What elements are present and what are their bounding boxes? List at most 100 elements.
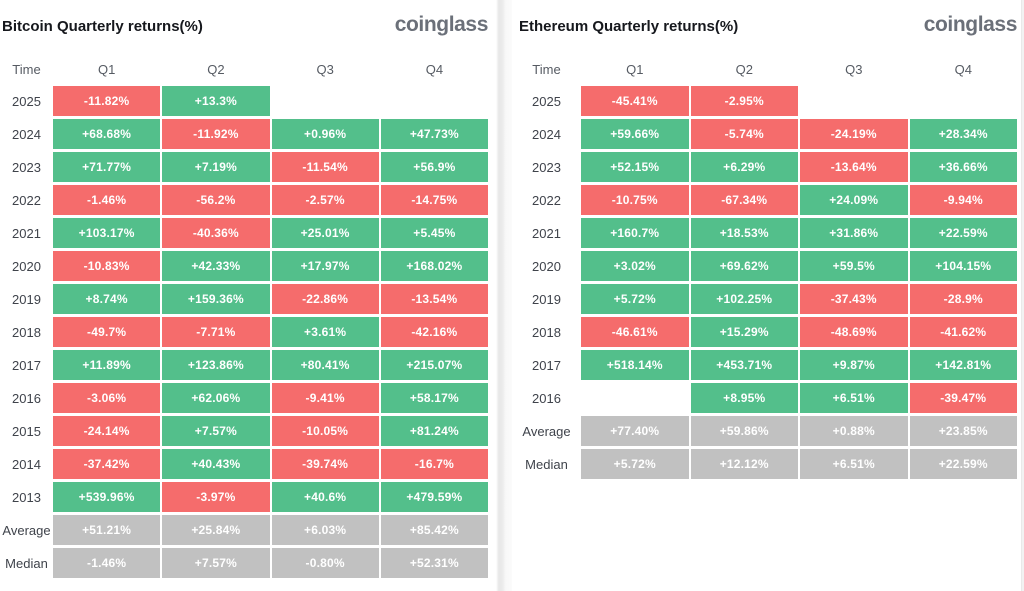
return-cell: +102.25% [690,284,798,314]
return-cell: -10.75% [581,185,689,215]
return-cell: -42.16% [380,317,488,347]
return-cell: +7.19% [162,152,270,182]
row-cells: +8.95% +6.51% -39.47% [581,383,1017,413]
return-cell: -13.64% [800,152,908,182]
return-cell: +8.74% [53,284,161,314]
return-cell: -22.86% [271,284,379,314]
return-cell: -48.69% [800,317,908,347]
header-cells: Q1 Q2 Q3 Q4 [581,56,1017,83]
table-row: Median +5.72% +12.12% +6.51% +22.59% [512,449,1024,479]
return-cell: +17.97% [271,251,379,281]
table-header-row: Time Q1 Q2 Q3 Q4 [0,56,496,83]
row-label: 2017 [532,357,561,373]
return-cell: -49.7% [53,317,161,347]
return-cell: +52.15% [581,152,689,182]
return-cell: +215.07% [380,350,488,380]
table-header-row: Time Q1 Q2 Q3 Q4 [512,56,1024,83]
return-cell: -7.71% [162,317,270,347]
return-cell: +6.29% [690,152,798,182]
return-cell: +12.12% [690,449,798,479]
row-label: 2016 [12,390,41,406]
row-label: 2019 [532,291,561,307]
return-cell: +71.77% [53,152,161,182]
row-cells: +59.66% -5.74% -24.19% +28.34% [581,119,1017,149]
return-cell: +85.42% [380,515,488,545]
row-label: 2023 [12,159,41,175]
return-cell: -9.41% [271,383,379,413]
table-row: 2021 +160.7% +18.53% +31.86% +22.59% [512,218,1024,248]
table-row: 2017 +518.14% +453.71% +9.87% +142.81% [512,350,1024,380]
table-row: 2022 -1.46% -56.2% -2.57% -14.75% [0,185,496,215]
row-label: 2025 [532,93,561,109]
return-cell: +25.01% [271,218,379,248]
return-cell: +68.68% [53,119,161,149]
row-label: 2013 [12,489,41,505]
return-cell: +168.02% [380,251,488,281]
row-label: 2022 [12,192,41,208]
return-cell: +40.6% [271,482,379,512]
return-cell: -2.95% [690,86,798,116]
return-cell: +8.95% [690,383,798,413]
return-cell: +28.34% [909,119,1017,149]
row-label: 2015 [12,423,41,439]
table-row: Median -1.46% +7.57% -0.80% +52.31% [0,548,496,578]
return-cell: -11.82% [53,86,161,116]
column-header-q3: Q3 [316,62,334,77]
return-cell: -28.9% [909,284,1017,314]
return-cell: -37.42% [53,449,161,479]
return-cell: +52.31% [380,548,488,578]
return-cell: -10.05% [271,416,379,446]
scrollbar-track[interactable] [1021,0,1024,591]
return-cell: -2.57% [271,185,379,215]
return-cell: -5.74% [690,119,798,149]
return-cell: +3.02% [581,251,689,281]
return-cell: -24.19% [800,119,908,149]
header-cells: Q1 Q2 Q3 Q4 [53,56,488,83]
return-cell: +47.73% [380,119,488,149]
table-row: 2015 -24.14% +7.57% -10.05% +81.24% [0,416,496,446]
return-cell: -41.62% [909,317,1017,347]
row-label: 2021 [12,225,41,241]
return-cell: +69.62% [690,251,798,281]
return-cell: +40.43% [162,449,270,479]
row-cells: -46.61% +15.29% -48.69% -41.62% [581,317,1017,347]
return-cell: +23.85% [909,416,1017,446]
return-cell: +59.5% [800,251,908,281]
table-row: 2019 +8.74% +159.36% -22.86% -13.54% [0,284,496,314]
coinglass-logo[interactable]: coinglass [394,13,489,36]
table-row: 2024 +68.68% -11.92% +0.96% +47.73% [0,119,496,149]
coinglass-logo[interactable]: coinglass [923,13,1018,36]
table-row: 2021 +103.17% -40.36% +25.01% +5.45% [0,218,496,248]
table-row: Average +51.21% +25.84% +6.03% +85.42% [0,515,496,545]
return-cell: -3.06% [53,383,161,413]
return-cell: +9.87% [800,350,908,380]
return-cell: +5.72% [581,284,689,314]
row-cells: +518.14% +453.71% +9.87% +142.81% [581,350,1017,380]
table-row: 2016 +8.95% +6.51% -39.47% [512,383,1024,413]
return-cell: +104.15% [909,251,1017,281]
return-cell: +42.33% [162,251,270,281]
table-row: 2018 -46.61% +15.29% -48.69% -41.62% [512,317,1024,347]
return-cell: -37.43% [800,284,908,314]
row-cells: +68.68% -11.92% +0.96% +47.73% [53,119,488,149]
row-cells: -45.41% -2.95% [581,86,1017,116]
return-cell: +123.86% [162,350,270,380]
return-cell: +59.86% [690,416,798,446]
return-cell: +0.88% [800,416,908,446]
row-label: 2021 [532,225,561,241]
row-label: 2018 [12,324,41,340]
row-label: Average [2,522,51,538]
row-label: 2014 [12,456,41,472]
return-cell: +518.14% [581,350,689,380]
row-cells: +5.72% +102.25% -37.43% -28.9% [581,284,1017,314]
return-cell: +142.81% [909,350,1017,380]
return-cell: +453.71% [690,350,798,380]
row-cells: -3.06% +62.06% -9.41% +58.17% [53,383,488,413]
return-cell: +7.57% [162,416,270,446]
row-label: Median [5,555,48,571]
ethereum-returns-table: Time Q1 Q2 Q3 Q4 2025 -45.41% -2.95% 2024 +59.66%… [512,56,1024,482]
row-cells: +103.17% -40.36% +25.01% +5.45% [53,218,488,248]
table-row: 2020 -10.83% +42.33% +17.97% +168.02% [0,251,496,281]
row-cells: +51.21% +25.84% +6.03% +85.42% [53,515,488,545]
